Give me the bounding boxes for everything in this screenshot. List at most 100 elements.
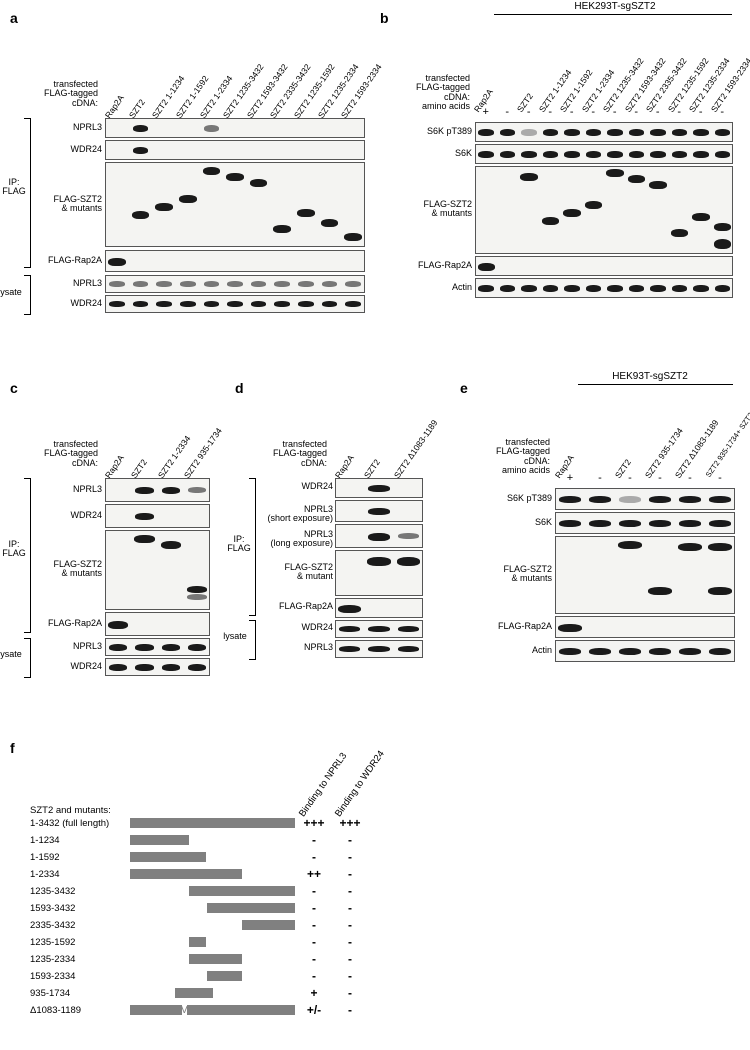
row-label: FLAG-Rap2A <box>480 622 552 631</box>
blot-band <box>368 626 389 632</box>
blot-band <box>162 644 180 651</box>
blot-band <box>650 285 666 292</box>
blot-band <box>204 125 220 132</box>
binding-wdr24: - <box>336 867 364 881</box>
blot-band <box>692 213 710 221</box>
lane-label: SZT2 Δ1083-1189 <box>391 418 439 480</box>
blot-band <box>564 151 580 158</box>
blot-band <box>133 147 149 154</box>
domain-bar <box>207 971 243 981</box>
blot-band <box>649 181 667 189</box>
blot-strip <box>105 140 365 160</box>
blot-band <box>109 644 127 651</box>
domain-bar <box>130 1005 182 1015</box>
blot-strip <box>335 598 423 618</box>
blot-band <box>344 233 362 241</box>
blot-band <box>521 129 537 136</box>
blot-strip <box>555 536 735 614</box>
blot-band <box>203 167 221 175</box>
panel-c-label: c <box>10 380 18 396</box>
blot-band <box>321 219 339 227</box>
row-label: Actin <box>480 646 552 655</box>
panel-d: d transfectedFLAG-taggedcDNA: IP:FLAG ly… <box>235 380 445 695</box>
mutant-name: 1235-1592 <box>30 937 75 948</box>
blot-band <box>586 129 602 136</box>
row-label: WDR24 <box>259 482 333 491</box>
blot-strip <box>475 166 733 254</box>
blot-band <box>156 281 172 287</box>
blot-band <box>672 285 688 292</box>
blot-band <box>187 586 207 593</box>
row-label: NPRL3 <box>259 643 333 652</box>
panel-e: e HEK93T-sgSZT2 transfectedFLAG-taggedcD… <box>460 380 740 695</box>
blot-band <box>297 209 315 217</box>
binding-nprl3: - <box>300 935 328 949</box>
binding-nprl3: + <box>300 986 328 1000</box>
blot-band <box>521 285 537 292</box>
aa-condition: - <box>712 106 734 118</box>
blot-band <box>398 646 419 652</box>
blot-band <box>520 173 538 181</box>
panel-c-ip-label: IP:FLAG <box>0 540 28 559</box>
blot-band <box>589 520 611 527</box>
row-label: S6K pT389 <box>480 494 552 503</box>
panel-a-label: a <box>10 10 18 26</box>
blot-band <box>250 179 268 187</box>
blot-band <box>709 648 731 655</box>
blot-band <box>679 648 701 655</box>
blot-band <box>589 496 611 503</box>
binding-wdr24: +++ <box>336 816 364 830</box>
lane-label: SZT2 <box>362 457 382 480</box>
blot-band <box>478 129 494 136</box>
blot-strip <box>335 620 423 638</box>
row-label: NPRL3 <box>34 123 102 132</box>
binding-wdr24: - <box>336 969 364 983</box>
blot-band <box>589 648 611 655</box>
blot-strip <box>105 504 210 528</box>
lane-label: SZT2 935-1734 <box>182 426 224 480</box>
blot-band <box>709 496 731 503</box>
aa-condition: - <box>690 106 712 118</box>
blot-band <box>204 301 220 307</box>
mutant-name: 1-2334 <box>30 869 60 880</box>
blot-strip <box>335 524 423 548</box>
blot-band <box>708 543 732 551</box>
blot-band <box>345 301 361 307</box>
blot-strip <box>475 144 733 164</box>
row-label: FLAG-SZT2& mutants <box>34 560 102 579</box>
blot-band <box>188 644 206 651</box>
blot-band <box>586 285 602 292</box>
blot-band <box>251 281 267 287</box>
blot-strip <box>335 550 423 596</box>
blot-band <box>559 648 581 655</box>
blot-band <box>109 664 127 671</box>
blot-band <box>559 520 581 527</box>
blot-band <box>155 203 173 211</box>
blot-band <box>478 263 495 271</box>
blot-strip <box>105 638 210 656</box>
blot-strip <box>555 488 735 510</box>
blot-strip <box>335 500 423 522</box>
binding-nprl3: - <box>300 884 328 898</box>
row-label: S6K pT389 <box>404 127 472 136</box>
domain-bar <box>130 818 295 828</box>
blot-band <box>619 648 641 655</box>
blot-band <box>132 211 150 219</box>
panel-c-lysate-bracket <box>30 638 31 678</box>
blot-band <box>135 664 153 671</box>
mutant-name: 1235-2334 <box>30 954 75 965</box>
blot-band <box>322 301 338 307</box>
row-label: WDR24 <box>34 145 102 154</box>
domain-bar <box>207 903 295 913</box>
blot-band <box>398 626 419 632</box>
mutant-name: 935-1734 <box>30 988 70 999</box>
blot-band <box>559 496 581 503</box>
binding-wdr24: - <box>336 833 364 847</box>
blot-band <box>563 209 581 217</box>
blot-band <box>648 587 672 595</box>
binding-wdr24: - <box>336 986 364 1000</box>
domain-bar <box>175 988 213 998</box>
blot-band <box>227 301 243 307</box>
panel-a-lysate-label: lysate <box>0 288 28 297</box>
blot-band <box>274 301 290 307</box>
